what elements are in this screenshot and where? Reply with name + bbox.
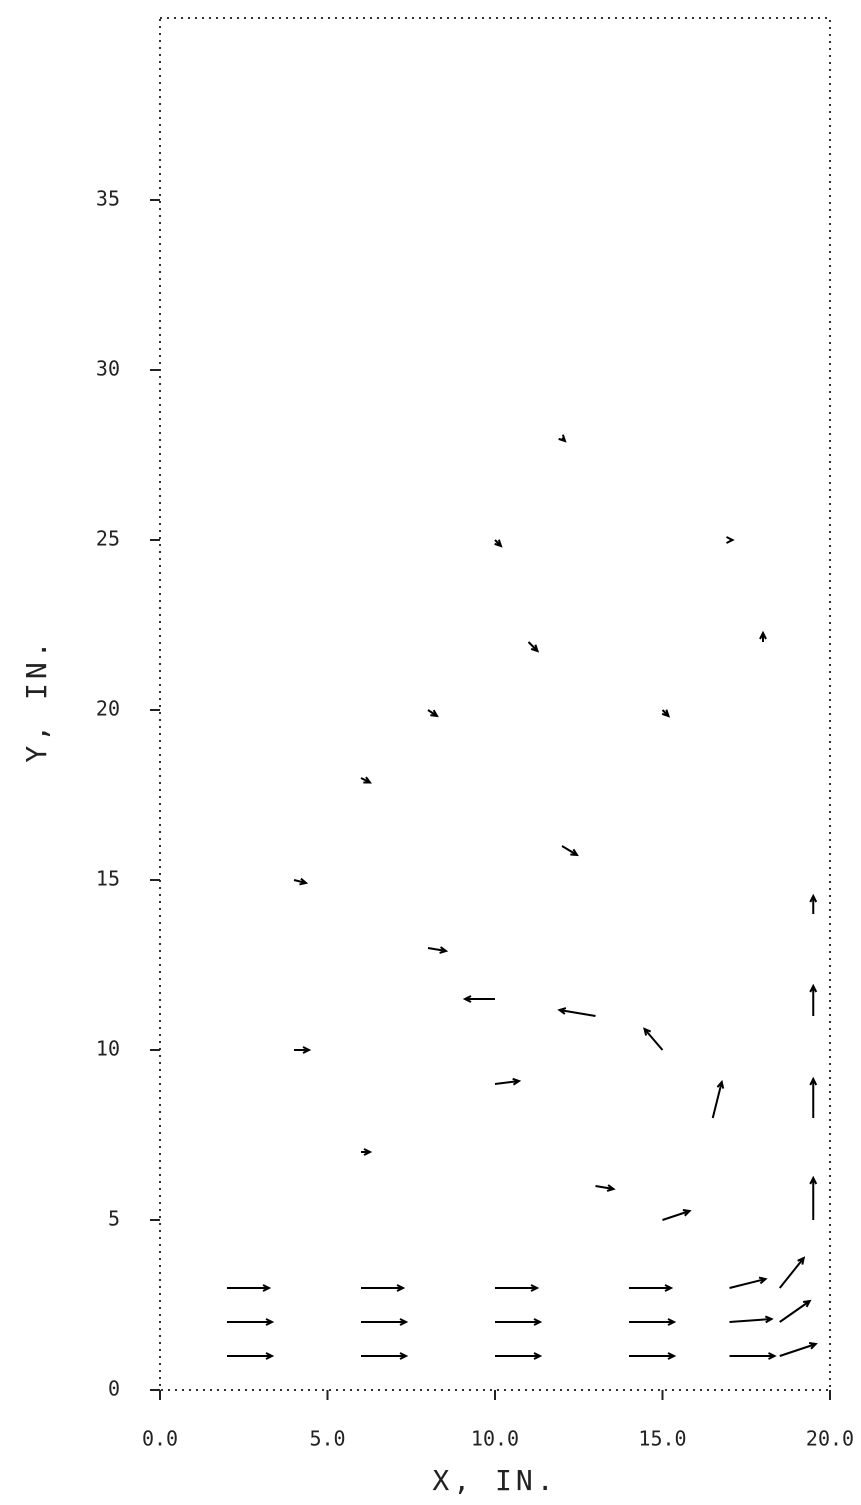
vector-arrow — [729, 1276, 768, 1289]
vector-arrow — [361, 1284, 406, 1292]
y-tick-label: 20 — [96, 697, 120, 721]
vector-arrow — [293, 877, 309, 886]
y-tick-label: 35 — [96, 187, 120, 211]
vector-arrow — [561, 845, 579, 857]
vector-arrow — [361, 1318, 409, 1326]
vector-arrow — [809, 893, 818, 914]
x-tick-label: 10.0 — [471, 1427, 519, 1451]
vector-arrow — [227, 1284, 272, 1292]
vector-arrow — [629, 1318, 677, 1326]
vector-arrow — [711, 1079, 725, 1119]
vector-arrow — [361, 1352, 409, 1360]
y-axis-title: Y, IN. — [20, 637, 53, 762]
vector-arrow — [527, 641, 540, 653]
x-tick-label: 5.0 — [309, 1427, 345, 1451]
vector-arrow — [662, 1209, 692, 1221]
vector-arrow — [595, 1184, 616, 1192]
vector-arrow — [494, 539, 503, 548]
x-tick-label: 20.0 — [806, 1427, 854, 1451]
vector-arrow — [629, 1284, 674, 1292]
vector-arrow — [227, 1352, 275, 1360]
vector-arrow — [779, 1299, 812, 1323]
y-tick-label: 15 — [96, 867, 120, 891]
x-tick-label: 15.0 — [638, 1427, 686, 1451]
vector-arrow — [360, 776, 372, 784]
vector-arrow — [729, 1352, 777, 1360]
vector-arrow — [643, 1027, 664, 1051]
y-tick-label: 30 — [96, 357, 120, 381]
vector-arrow — [557, 1007, 596, 1017]
x-tick-label: 0.0 — [142, 1427, 178, 1451]
y-tick-label: 25 — [96, 527, 120, 551]
vector-arrow — [661, 709, 671, 718]
x-axis-title: X, IN. — [432, 1464, 557, 1497]
y-tick-label: 10 — [96, 1037, 120, 1061]
vector-arrow — [809, 1175, 818, 1220]
vector-arrow — [495, 1352, 543, 1360]
vector-arrow — [294, 1046, 312, 1054]
plot-frame — [159, 17, 831, 1391]
vector-arrow — [462, 995, 495, 1003]
vector-arrow — [726, 536, 735, 544]
vector-arrow — [494, 1077, 522, 1086]
vector-arrow — [227, 1318, 275, 1326]
vector-arrow — [759, 630, 767, 642]
vector-arrow — [558, 434, 567, 443]
vector-arrow — [495, 1284, 540, 1292]
vector-arrow — [427, 709, 439, 718]
vector-arrow — [779, 1342, 818, 1357]
vector-arrow — [427, 946, 449, 954]
y-tick-label: 0 — [108, 1377, 120, 1401]
vector-arrow — [629, 1352, 677, 1360]
vector-arrow — [809, 1076, 818, 1118]
vector-arrow — [778, 1256, 806, 1289]
vector-arrow — [495, 1318, 543, 1326]
y-tick-label: 5 — [108, 1207, 120, 1231]
vector-arrow — [809, 983, 818, 1016]
vector-arrow — [729, 1315, 774, 1324]
vector-arrow — [361, 1148, 373, 1156]
